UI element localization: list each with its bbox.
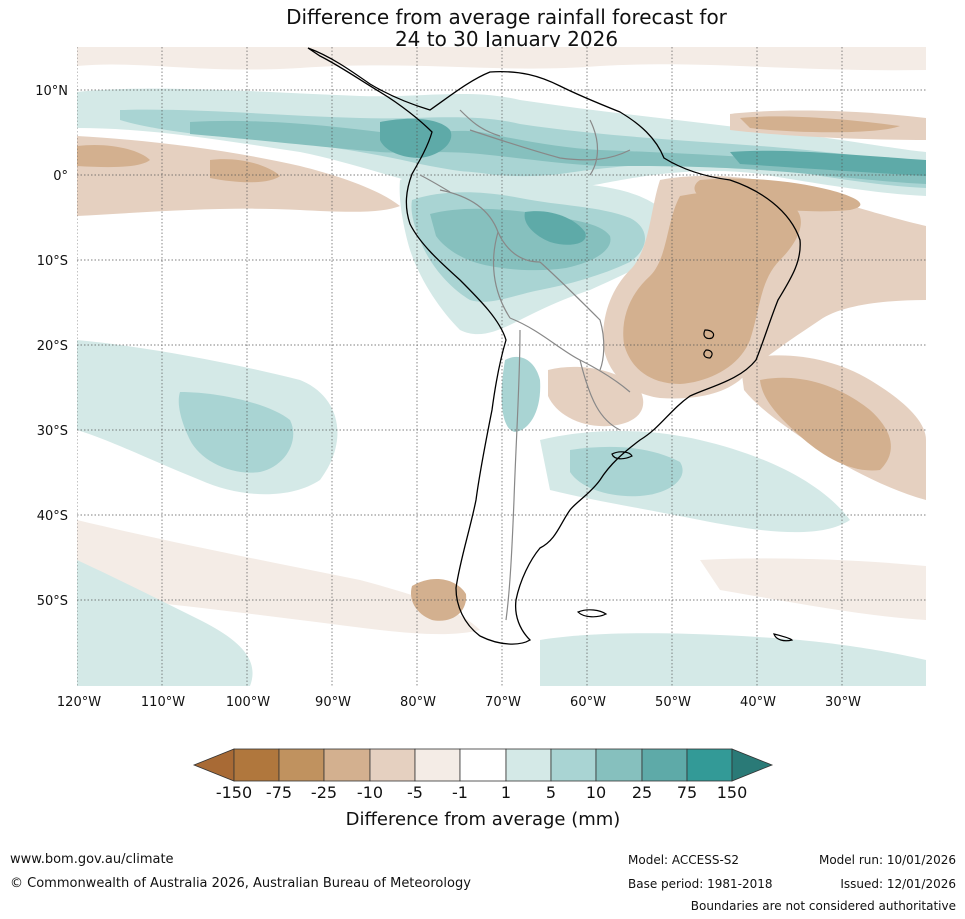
lon-label-60w: 60°W <box>570 695 606 710</box>
dry-north-atlantic-mid <box>740 116 900 133</box>
rain-band-itcz-strong <box>190 120 926 184</box>
colorbar-bin-10 <box>686 748 733 782</box>
rain-core-atlantic <box>730 150 926 176</box>
model-name: Model: ACCESS-S2 <box>628 853 740 867</box>
lat-label-20s: 20°S <box>37 339 68 354</box>
colorbar-extend-low <box>192 748 235 782</box>
colorbar-bin-4 <box>414 748 461 782</box>
colorbar-label-8: 10 <box>586 783 606 802</box>
colorbar-extend-high <box>731 748 774 782</box>
colorbar-bin-8 <box>595 748 643 782</box>
colorbar-label-1: -75 <box>266 783 292 802</box>
longitude-labels: 120°W 110°W 100°W 90°W 80°W 70°W 60°W 50… <box>57 695 861 710</box>
colorbar-label-11: 150 <box>717 783 748 802</box>
colorbar-label-10: 75 <box>677 783 697 802</box>
rain-south-pacific-mid <box>178 392 294 473</box>
colorbar-bin-5 <box>459 748 507 782</box>
rain-core-colombia <box>380 118 452 158</box>
country-borders <box>419 109 631 621</box>
graticule <box>77 47 926 686</box>
website-link[interactable]: www.bom.gov.au/climate <box>10 852 174 867</box>
dry-chaco <box>548 366 644 427</box>
model-run-date: Model run: 10/01/2026 <box>818 853 956 867</box>
lon-label-100w: 100°W <box>226 695 270 710</box>
colorbar-bin-1 <box>278 748 325 782</box>
rain-south-ocean <box>77 560 926 686</box>
rain-uruguay-mid <box>570 446 683 497</box>
lat-label-10n: 10°N <box>35 84 68 99</box>
colorbar-bin-0 <box>233 748 280 782</box>
colorbar-bin-2 <box>323 748 371 782</box>
colorbar-bin-9 <box>641 748 688 782</box>
dry-brazil-mid <box>623 191 801 384</box>
colorbar-bin-6 <box>505 748 552 782</box>
lon-label-90w: 90°W <box>315 695 351 710</box>
colorbar-label-7: 5 <box>546 783 556 802</box>
colorbar <box>192 748 774 782</box>
colorbar-label-0: -150 <box>216 783 252 802</box>
lon-label-70w: 70°W <box>485 695 521 710</box>
colorbar-labels: -150 -75 -25 -10 -5 -1 1 5 10 25 75 150 <box>216 783 747 802</box>
dry-atlantic-north <box>694 178 861 212</box>
map-field <box>77 47 926 686</box>
colorbar-label-6: 1 <box>501 783 511 802</box>
lat-label-30s: 30°S <box>37 424 68 439</box>
dry-eq-pacific-mid <box>77 144 280 183</box>
lat-label-40s: 40°S <box>37 509 68 524</box>
lon-label-110w: 110°W <box>141 695 185 710</box>
colorbar-bin-3 <box>369 748 416 782</box>
copyright-text: © Commonwealth of Australia 2026, Austra… <box>10 876 471 891</box>
lat-label-50s: 50°S <box>37 594 68 609</box>
rain-amazon-core <box>524 211 586 245</box>
map-title-line1: Difference from average rainfall forecas… <box>286 5 727 29</box>
lon-label-80w: 80°W <box>400 695 436 710</box>
lat-label-10s: 10°S <box>37 254 68 269</box>
lon-label-50w: 50°W <box>655 695 691 710</box>
latitude-labels: 10°N 0° 10°S 20°S 30°S 40°S 50°S <box>35 84 68 609</box>
rain-north-chile <box>501 356 541 432</box>
colorbar-label-5: -1 <box>452 783 468 802</box>
colorbar-label-4: -5 <box>407 783 423 802</box>
lon-label-30w: 30°W <box>825 695 861 710</box>
tint-north-light <box>77 47 926 71</box>
dry-south-atlantic <box>700 558 926 620</box>
dry-southeast-mid <box>760 377 891 471</box>
map-title-line2: 24 to 30 January 2026 <box>394 27 619 51</box>
lat-label-0: 0° <box>53 169 68 184</box>
colorbar-title: Difference from average (mm) <box>346 809 621 830</box>
base-period: Base period: 1981-2018 <box>628 877 773 891</box>
issued-date: Issued: 12/01/2026 <box>840 877 956 891</box>
islands <box>576 329 794 642</box>
colorbar-label-9: 25 <box>632 783 652 802</box>
lon-label-120w: 120°W <box>57 695 101 710</box>
south-america-coastline <box>307 47 801 645</box>
colorbar-label-3: -10 <box>357 783 383 802</box>
colorbar-bin-7 <box>550 748 597 782</box>
dry-south-pacific <box>77 520 480 635</box>
boundaries-disclaimer: Boundaries are not considered authoritat… <box>690 899 956 913</box>
lon-label-40w: 40°W <box>740 695 776 710</box>
colorbar-label-2: -25 <box>311 783 337 802</box>
